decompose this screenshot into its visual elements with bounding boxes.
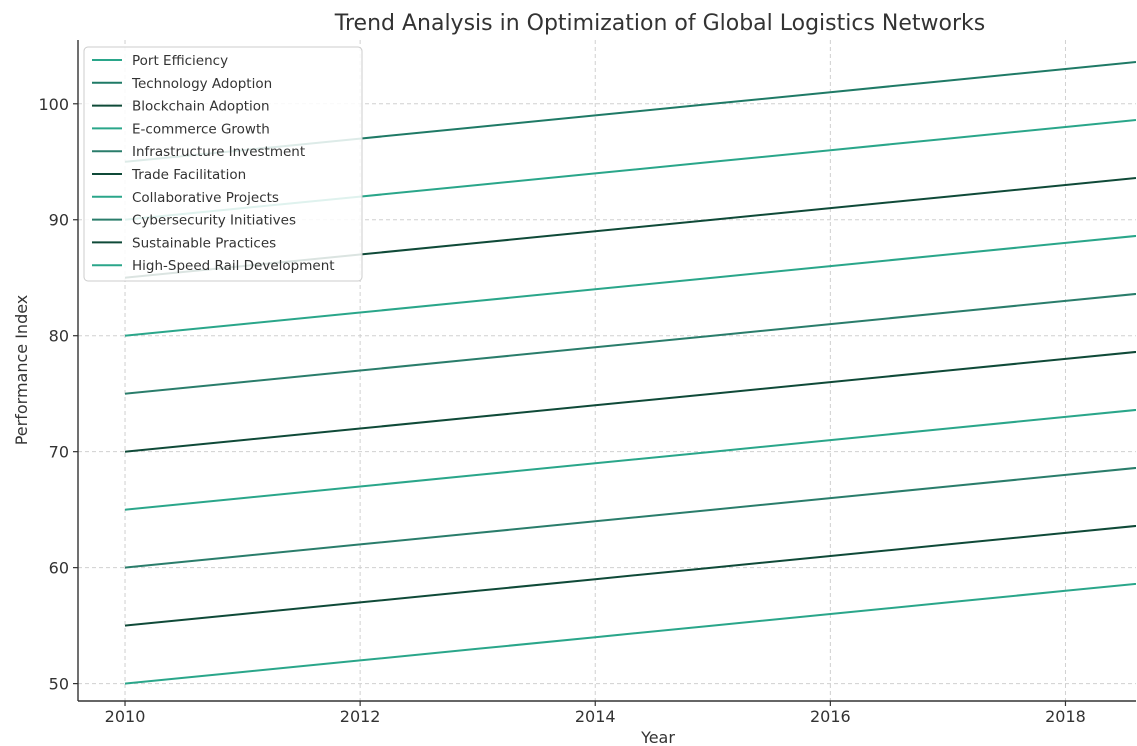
x-tick-label: 2014 xyxy=(575,707,616,726)
series-line xyxy=(124,524,1136,627)
x-tick-label: 2012 xyxy=(340,707,381,726)
y-tick-label: 50 xyxy=(49,675,69,694)
y-tick-label: 60 xyxy=(49,559,69,578)
x-axis-label: Year xyxy=(640,728,675,746)
legend-label: Blockchain Adoption xyxy=(132,99,270,115)
chart-title: Trend Analysis in Optimization of Global… xyxy=(334,11,985,36)
series-line xyxy=(124,408,1136,511)
legend-label: Collaborative Projects xyxy=(132,190,279,206)
y-tick-label: 80 xyxy=(49,327,69,346)
y-tick-label: 70 xyxy=(49,443,69,462)
legend-label: Port Efficiency xyxy=(132,53,228,69)
series-line xyxy=(124,582,1136,685)
series-line xyxy=(124,292,1136,395)
legend: Port Efficiency Technology Adoption Blockc… xyxy=(83,46,363,282)
series-lines xyxy=(124,61,1136,685)
x-tick-label: 2018 xyxy=(1045,707,1086,726)
y-tick-label: 100 xyxy=(38,95,69,114)
legend-label: Sustainable Practices xyxy=(132,235,276,251)
legend-label: Technology Adoption xyxy=(131,76,272,92)
series-line xyxy=(124,234,1136,337)
legend-label: High-Speed Rail Development xyxy=(132,258,335,274)
legend-label: Cybersecurity Initiatives xyxy=(132,213,296,229)
y-tick-label: 90 xyxy=(49,211,69,230)
y-axis-label: Performance Index xyxy=(12,295,31,446)
x-tick-label: 2010 xyxy=(105,707,146,726)
legend-label: Trade Facilitation xyxy=(131,167,246,183)
x-tick-label: 2016 xyxy=(810,707,851,726)
legend-label: Infrastructure Investment xyxy=(132,144,305,160)
legend-box xyxy=(83,46,363,282)
legend-label: E-commerce Growth xyxy=(132,121,270,137)
axes xyxy=(77,40,1136,702)
series-line xyxy=(124,466,1136,569)
tick-labels: 2010 2012 2014 2016 2018 50 60 70 80 90 100 xyxy=(38,95,1085,726)
series-line xyxy=(124,350,1136,453)
